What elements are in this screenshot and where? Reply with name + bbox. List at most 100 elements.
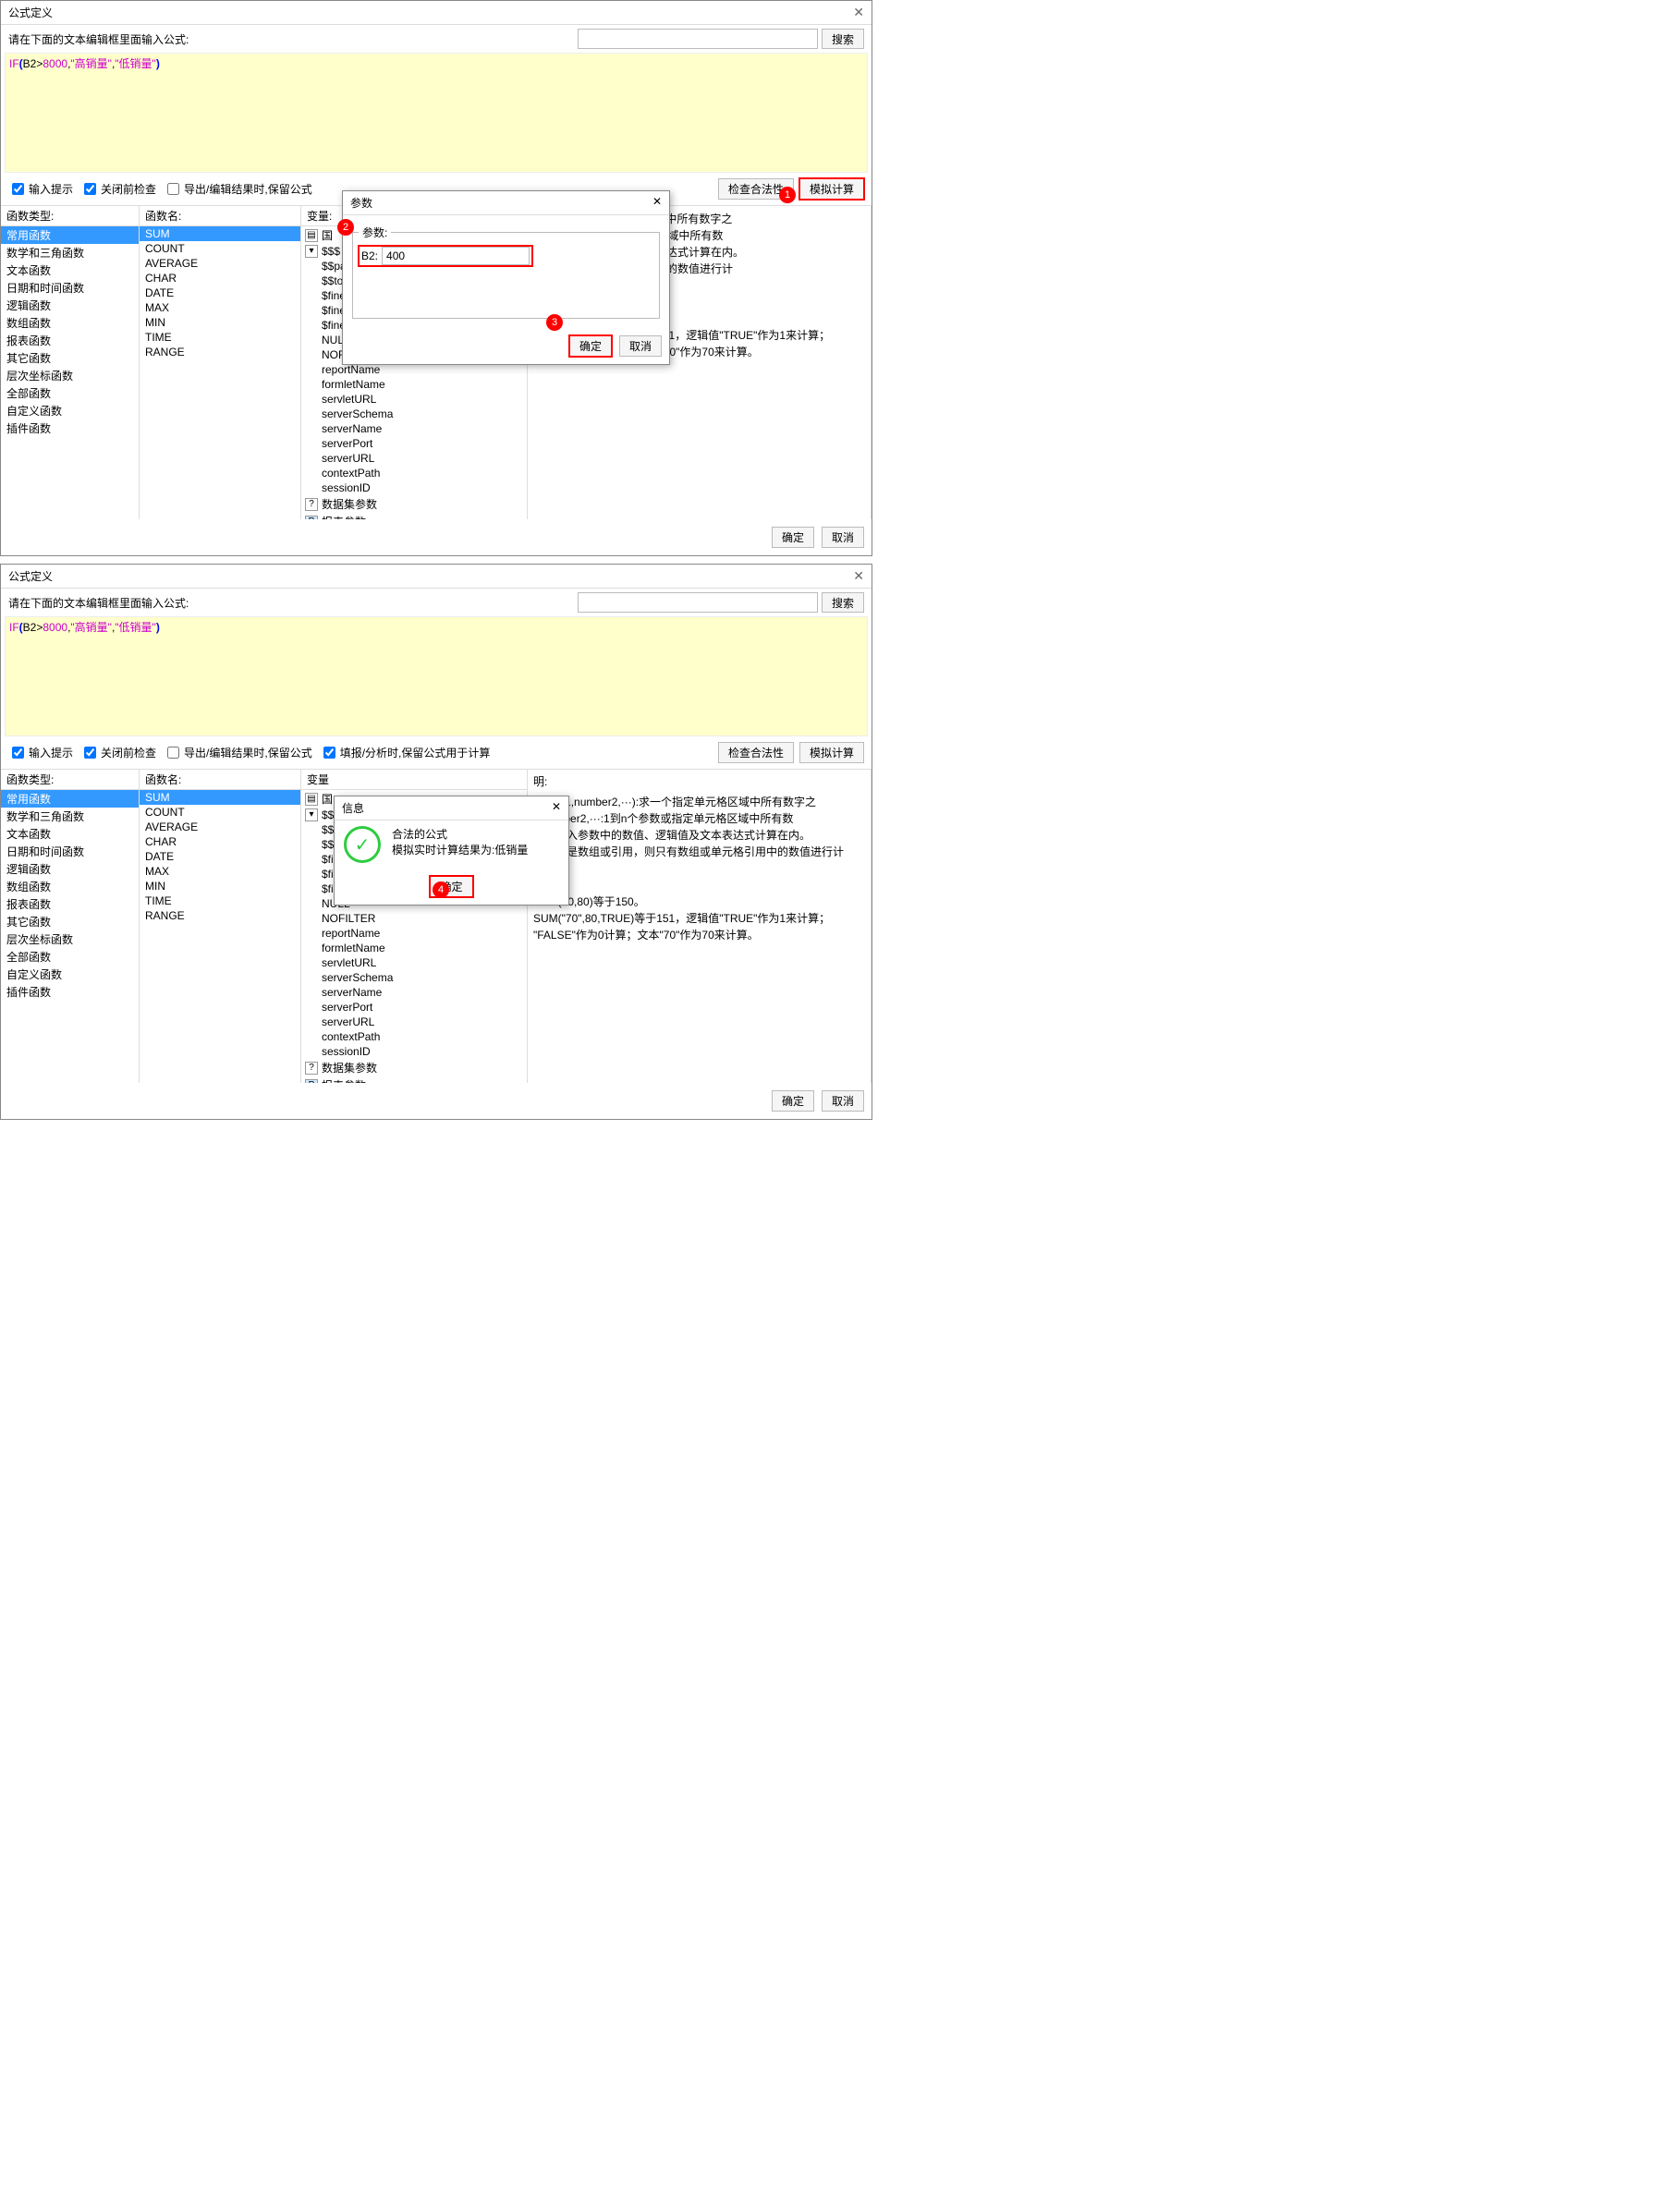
opt-keep-fill[interactable]: 填报/分析时,保留公式用于计算	[320, 744, 491, 761]
tree-leaf[interactable]: sessionID	[301, 480, 527, 495]
tree-leaf[interactable]: serverName	[301, 421, 527, 436]
opt-close-check[interactable]: 关闭前检查	[80, 180, 156, 198]
cancel-button[interactable]: 取消	[822, 1090, 864, 1112]
tree-leaf[interactable]: serverName	[301, 985, 527, 1000]
list-item[interactable]: 文本函数	[1, 261, 139, 279]
list-item[interactable]: 日期和时间函数	[1, 279, 139, 297]
tree-node[interactable]: ?数据集参数	[301, 495, 527, 513]
tree-leaf[interactable]: serverPort	[301, 1000, 527, 1015]
list-item[interactable]: MAX	[140, 300, 300, 315]
list-item[interactable]: TIME	[140, 893, 300, 908]
list-item[interactable]: SUM	[140, 790, 300, 805]
formula-editor[interactable]: IF(B2>8000,"高销量","低销量")	[5, 616, 868, 736]
function-type-list[interactable]: 常用函数数学和三角函数文本函数日期和时间函数逻辑函数数组函数报表函数其它函数层次…	[1, 226, 139, 437]
list-item[interactable]: 层次坐标函数	[1, 367, 139, 384]
tree-leaf[interactable]: formletName	[301, 941, 527, 955]
list-item[interactable]: CHAR	[140, 834, 300, 849]
formula-num: 8000	[43, 57, 67, 70]
list-item[interactable]: 数组函数	[1, 878, 139, 895]
close-icon[interactable]: ✕	[552, 800, 561, 816]
list-item[interactable]: RANGE	[140, 345, 300, 359]
ok-button[interactable]: 确定	[772, 1090, 814, 1112]
list-item[interactable]: 层次坐标函数	[1, 930, 139, 948]
search-input[interactable]	[578, 29, 818, 49]
cancel-button[interactable]: 取消	[822, 527, 864, 548]
list-item[interactable]: 自定义函数	[1, 966, 139, 983]
list-item[interactable]: 逻辑函数	[1, 860, 139, 878]
tree-leaf[interactable]: servletURL	[301, 392, 527, 407]
tree-leaf[interactable]: sessionID	[301, 1044, 527, 1059]
list-item[interactable]: 插件函数	[1, 983, 139, 1001]
chk-close-check[interactable]	[84, 183, 96, 195]
function-name-list[interactable]: SUMCOUNTAVERAGECHARDATEMAXMINTIMERANGE	[140, 790, 300, 923]
list-item[interactable]: DATE	[140, 849, 300, 864]
list-item[interactable]: MAX	[140, 864, 300, 879]
simulate-button[interactable]: 模拟计算	[799, 742, 864, 763]
list-item[interactable]: DATE	[140, 286, 300, 300]
opt-input-hint[interactable]: 输入提示	[8, 180, 73, 198]
list-item[interactable]: AVERAGE	[140, 256, 300, 271]
list-item[interactable]: MIN	[140, 879, 300, 893]
list-item[interactable]: COUNT	[140, 805, 300, 820]
list-item[interactable]: 自定义函数	[1, 402, 139, 419]
list-item[interactable]: 其它函数	[1, 913, 139, 930]
param-cancel-button[interactable]: 取消	[619, 335, 662, 357]
list-item[interactable]: 文本函数	[1, 825, 139, 843]
opt-close-check[interactable]: 关闭前检查	[80, 744, 156, 761]
list-item[interactable]: 常用函数	[1, 226, 139, 244]
close-icon[interactable]: ✕	[853, 568, 864, 584]
tree-node[interactable]: P报表参数	[301, 513, 527, 519]
check-validity-button[interactable]: 检查合法性	[718, 742, 794, 763]
list-item[interactable]: CHAR	[140, 271, 300, 286]
list-item[interactable]: 全部函数	[1, 384, 139, 402]
function-name-list[interactable]: SUMCOUNTAVERAGECHARDATEMAXMINTIMERANGE	[140, 226, 300, 359]
close-icon[interactable]: ✕	[853, 5, 864, 20]
list-item[interactable]: TIME	[140, 330, 300, 345]
tree-leaf[interactable]: serverURL	[301, 1015, 527, 1029]
tree-leaf[interactable]: serverSchema	[301, 407, 527, 421]
close-icon[interactable]: ✕	[652, 195, 662, 211]
tree-leaf[interactable]: formletName	[301, 377, 527, 392]
list-item[interactable]: 报表函数	[1, 895, 139, 913]
list-item[interactable]: MIN	[140, 315, 300, 330]
tree-leaf[interactable]: serverSchema	[301, 970, 527, 985]
function-type-list[interactable]: 常用函数数学和三角函数文本函数日期和时间函数逻辑函数数组函数报表函数其它函数层次…	[1, 790, 139, 1001]
list-item[interactable]: AVERAGE	[140, 820, 300, 834]
tree-leaf[interactable]: servletURL	[301, 955, 527, 970]
chk-input-hint[interactable]	[12, 183, 24, 195]
search-button[interactable]: 搜索	[822, 592, 864, 613]
tree-leaf[interactable]: serverPort	[301, 436, 527, 451]
list-item[interactable]: RANGE	[140, 908, 300, 923]
chk-keep-export[interactable]	[167, 183, 179, 195]
list-item[interactable]: 常用函数	[1, 790, 139, 808]
list-item[interactable]: 数组函数	[1, 314, 139, 332]
list-item[interactable]: 日期和时间函数	[1, 843, 139, 860]
list-item[interactable]: 逻辑函数	[1, 297, 139, 314]
ok-button[interactable]: 确定	[772, 527, 814, 548]
list-item[interactable]: 数学和三角函数	[1, 244, 139, 261]
opt-keep-export[interactable]: 导出/编辑结果时,保留公式	[164, 744, 312, 761]
param-ok-button[interactable]: 确定	[569, 335, 612, 357]
list-item[interactable]: 数学和三角函数	[1, 808, 139, 825]
tree-leaf[interactable]: contextPath	[301, 466, 527, 480]
list-item[interactable]: 全部函数	[1, 948, 139, 966]
tree-leaf[interactable]: NOFILTER	[301, 911, 527, 926]
opt-keep-export[interactable]: 导出/编辑结果时,保留公式	[164, 180, 312, 198]
tree-leaf[interactable]: reportName	[301, 926, 527, 941]
tree-node[interactable]: ?数据集参数	[301, 1059, 527, 1076]
tree-leaf[interactable]: contextPath	[301, 1029, 527, 1044]
list-item[interactable]: 报表函数	[1, 332, 139, 349]
desc-line: 1,number2,···:1到n个参数或指定单元格区域中所有数	[533, 810, 865, 826]
tree-node[interactable]: P报表参数	[301, 1076, 527, 1083]
list-item[interactable]: 其它函数	[1, 349, 139, 367]
list-item[interactable]: COUNT	[140, 241, 300, 256]
param-input[interactable]	[382, 247, 530, 265]
opt-input-hint[interactable]: 输入提示	[8, 744, 73, 761]
simulate-button[interactable]: 模拟计算	[799, 178, 864, 200]
tree-leaf[interactable]: serverURL	[301, 451, 527, 466]
list-item[interactable]: 插件函数	[1, 419, 139, 437]
search-input[interactable]	[578, 592, 818, 613]
list-item[interactable]: SUM	[140, 226, 300, 241]
formula-editor[interactable]: IF(B2>8000,"高销量","低销量")	[5, 53, 868, 173]
search-button[interactable]: 搜索	[822, 29, 864, 49]
